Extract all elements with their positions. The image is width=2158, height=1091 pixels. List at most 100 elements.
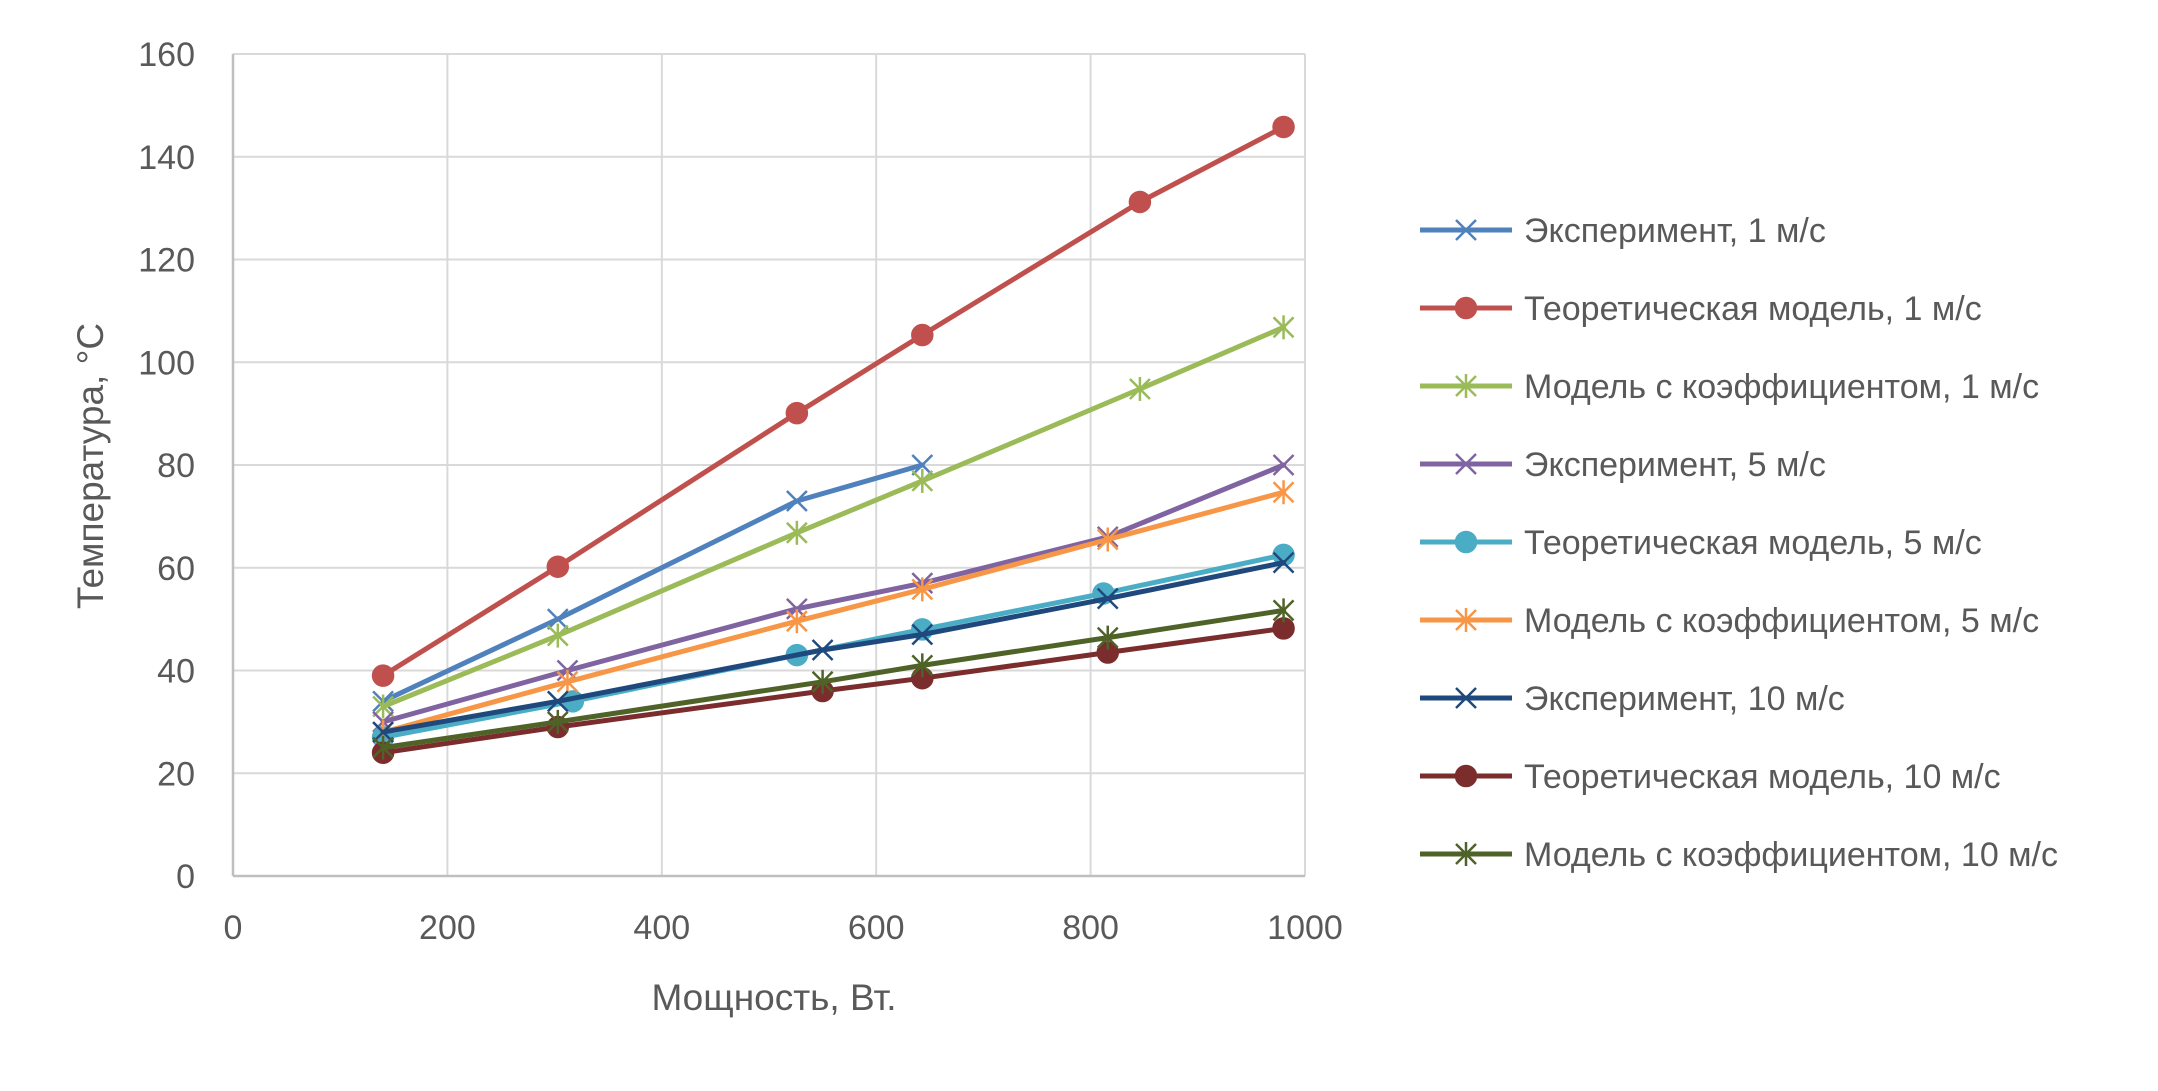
marker-stroke (1096, 587, 1119, 610)
legend-marker (1454, 764, 1478, 788)
y-tick-label: 20 (157, 755, 195, 793)
marker-stroke (911, 454, 934, 476)
marker-stroke (1272, 454, 1295, 476)
series-1 (372, 454, 934, 713)
legend-item: Модель с коэффициентом, 10 м/с (1420, 836, 2058, 874)
data-point (1272, 115, 1295, 139)
data-point (546, 709, 569, 734)
legend-item: Теоретическая модель, 1 м/с (1420, 290, 1982, 328)
y-tick-label: 100 (138, 344, 195, 382)
data-point (1129, 376, 1151, 401)
data-point (911, 653, 934, 678)
marker-stroke (1455, 219, 1477, 241)
y-tick-label: 140 (138, 139, 195, 177)
data-point (371, 664, 395, 687)
legend: Эксперимент, 1 м/с Теоретическая модель, … (1420, 212, 2058, 874)
data-point (372, 694, 394, 719)
marker-stroke (546, 690, 569, 713)
series-2 (371, 115, 1295, 687)
legend-marker (1454, 296, 1478, 320)
data-point (785, 609, 808, 634)
legend-marker (1455, 608, 1477, 632)
y-tick-label: 60 (157, 550, 195, 588)
legend-marker (1454, 530, 1478, 554)
legend-label: Теоретическая модель, 1 м/с (1524, 290, 1982, 328)
data-point (372, 735, 394, 760)
data-point (1128, 190, 1152, 214)
tick-labels: 0 20 40 60 80 100 120 140 160 0 200 400 600 800 1000 (138, 36, 1343, 947)
legend-item: Теоретическая модель, 10 м/с (1420, 758, 2001, 796)
series-9 (372, 598, 1295, 760)
legend-item: Эксперимент, 1 м/с (1420, 212, 1826, 250)
series-line (380, 560, 1287, 735)
y-tick-label: 0 (176, 858, 195, 896)
series-line (380, 625, 1287, 756)
marker-stroke (546, 608, 569, 631)
data-point (1272, 454, 1295, 476)
series-line (380, 607, 1287, 751)
data-point (811, 639, 834, 661)
data-point (911, 323, 934, 347)
series-3 (372, 315, 1295, 719)
marker-stroke (785, 490, 808, 512)
legend-item: Теоретическая модель, 5 м/с (1420, 524, 1982, 562)
series-line (380, 462, 1287, 725)
data-point (1096, 625, 1119, 650)
series-7 (372, 551, 1295, 744)
x-axis-title: Мощность, Вт. (651, 977, 896, 1018)
x-tick-label: 600 (848, 909, 905, 947)
marker-stroke (811, 639, 834, 661)
data-point (372, 721, 394, 744)
legend-label: Эксперимент, 5 м/с (1524, 446, 1826, 484)
data-point (1272, 551, 1295, 574)
marker-stroke (1272, 551, 1295, 574)
data-point (1272, 480, 1295, 505)
y-tick-label: 120 (138, 242, 195, 280)
y-tick-label: 160 (138, 36, 195, 74)
series-line (380, 489, 1287, 735)
data-point (546, 690, 569, 713)
legend-label: Теоретическая модель, 10 м/с (1524, 758, 2001, 796)
data-point (785, 401, 809, 425)
legend-marker (1455, 453, 1477, 475)
x-tick-label: 1000 (1267, 909, 1343, 947)
legend-item: Модель с коэффициентом, 1 м/с (1420, 368, 2039, 406)
marker-stroke (1455, 453, 1477, 475)
legend-label: Модель с коэффициентом, 1 м/с (1524, 368, 2039, 406)
legend-label: Модель с коэффициентом, 10 м/с (1524, 836, 2058, 874)
series-line (380, 324, 1287, 709)
series-line (380, 462, 925, 704)
data-point (546, 555, 570, 578)
legend-label: Эксперимент, 1 м/с (1524, 212, 1826, 250)
legend-label: Эксперимент, 10 м/с (1524, 680, 1845, 718)
legend-marker (1455, 374, 1477, 398)
data-point (546, 608, 569, 631)
x-tick-label: 0 (224, 909, 243, 947)
legend-marker (1455, 687, 1477, 709)
legend-item: Эксперимент, 10 м/с (1420, 680, 1845, 718)
data-point (911, 454, 934, 476)
y-tick-label: 80 (157, 447, 195, 485)
x-tick-label: 800 (1062, 909, 1119, 947)
legend-label: Модель с коэффициентом, 5 м/с (1524, 602, 2039, 640)
series-line (380, 124, 1287, 679)
marker-stroke (1455, 687, 1477, 709)
data-point (1096, 587, 1119, 610)
data-point (911, 577, 934, 602)
data-point (811, 669, 834, 694)
legend-item: Эксперимент, 5 м/с (1420, 446, 1826, 484)
data-point (785, 490, 808, 512)
data-point (911, 468, 934, 493)
data-point (556, 669, 579, 694)
grid (233, 53, 1306, 876)
axes (231, 54, 1305, 878)
data-point (911, 623, 934, 646)
legend-item: Модель с коэффициентом, 5 м/с (1420, 602, 2039, 640)
data-point (1272, 598, 1295, 623)
x-tick-label: 400 (633, 909, 690, 947)
legend-label: Теоретическая модель, 5 м/с (1524, 524, 1982, 562)
data-point (1096, 527, 1119, 552)
x-tick-label: 200 (419, 909, 476, 947)
